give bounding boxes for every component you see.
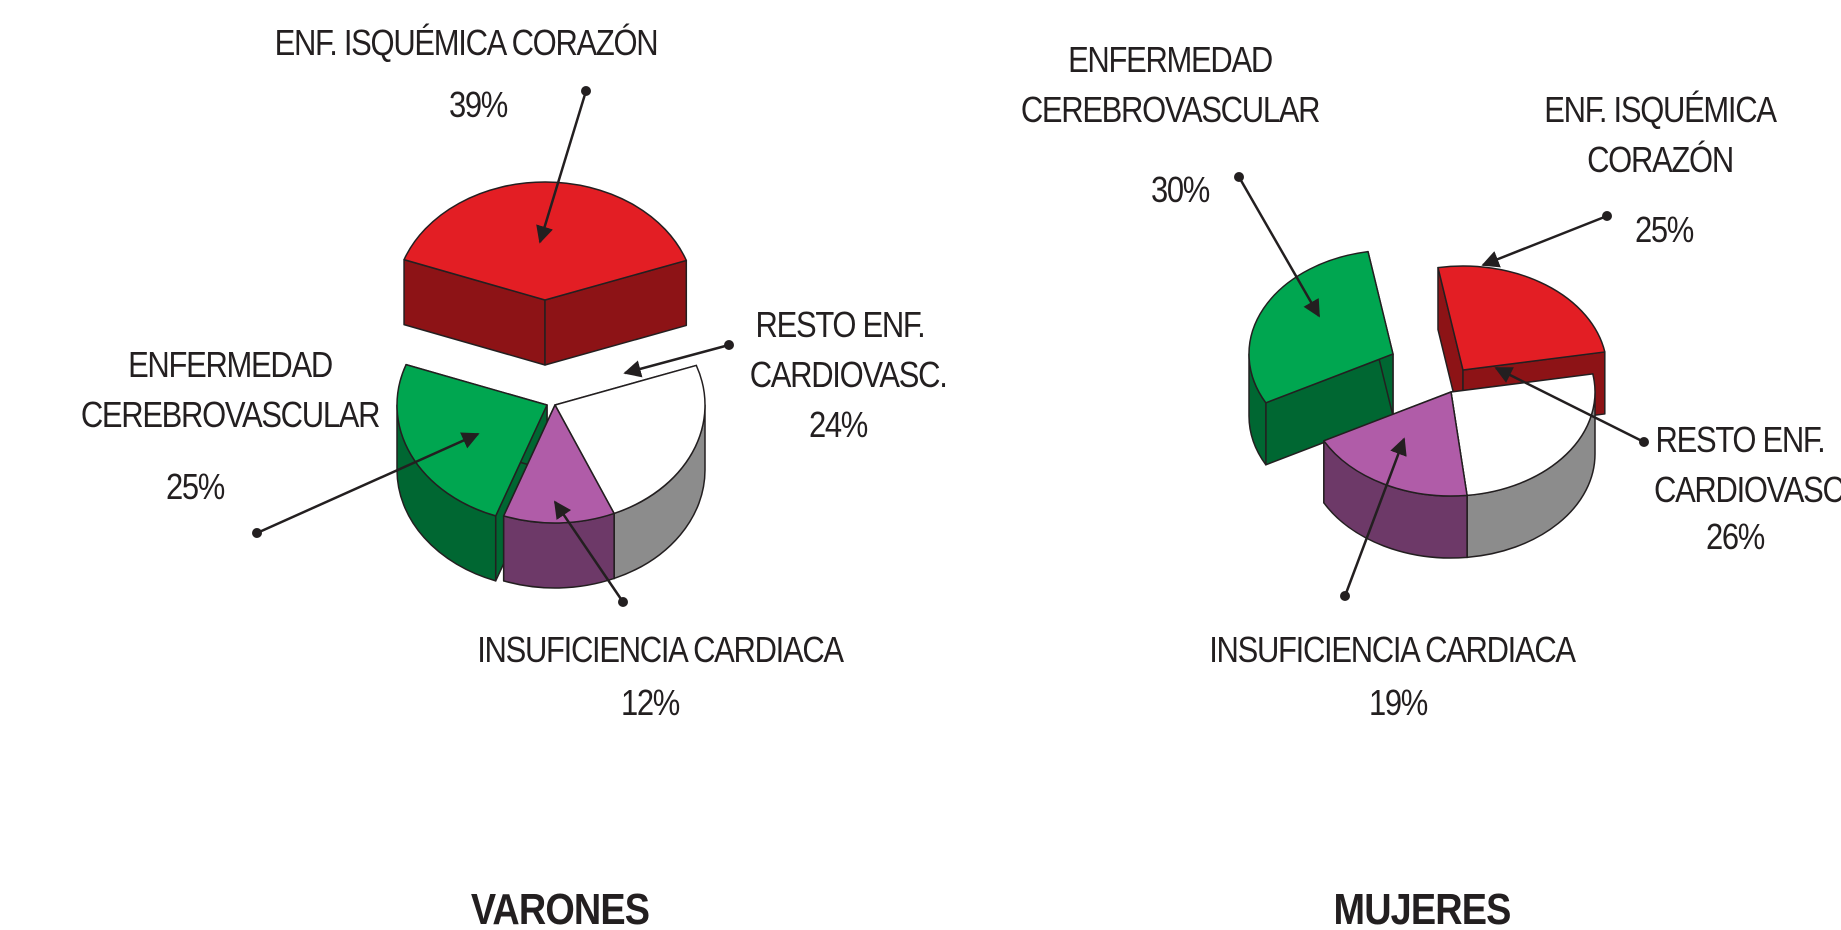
leader-dot [1602,211,1612,221]
slice-top [1437,265,1606,371]
leader-dot [1340,591,1350,601]
slice-label: INSUFICIENCIA CARDIACA [1209,629,1576,670]
leader-dot [1639,437,1649,447]
leader-line [1343,437,1407,597]
slice-value-label: 26% [1705,516,1765,557]
slice-value-label: 24% [808,404,868,445]
pie-slice [1450,373,1596,559]
leader-line [1481,214,1608,268]
slice-top [1450,373,1596,497]
leader-line [1494,366,1645,444]
leader-dot [581,86,591,96]
slice-top [502,404,615,524]
leader-dot [618,597,628,607]
slice-value-label: 25% [1634,209,1694,250]
leader-dot [1234,172,1244,182]
leader-line [623,343,730,378]
pie-slice [502,404,615,589]
leader-dot [252,528,262,538]
leader-line [1237,176,1321,318]
leader-dot [724,340,734,350]
slice-value-label: 25% [165,466,225,507]
slice-value-label: 39% [448,84,508,125]
slice-label: RESTO ENF. CARDIOVASC. [749,304,948,395]
slice-label: INSUFICIENCIA CARDIACA [477,629,844,670]
slice-value-label: 12% [620,682,680,723]
slice-value-label: 30% [1150,169,1210,210]
leader-line [256,432,480,535]
chart-title: VARONES [470,885,650,930]
slice-top [1248,250,1394,404]
pie-slice [403,181,688,366]
slice-label: ENF. ISQUÉMICA CORAZÓN [274,22,659,63]
slice-label: RESTO ENF. CARDIOVASC. [1654,419,1841,510]
pie-slice [1248,250,1394,466]
leader-line [536,90,588,244]
slice-label: ENFERMEDAD CEREBROVASCULAR [1020,39,1321,130]
slice-side [502,512,615,589]
slice-value-label: 19% [1368,682,1428,723]
slice-top [554,364,706,515]
leader-line [553,500,625,603]
chart-title: MUJERES [1333,885,1512,930]
slice-label: ENFERMEDAD CEREBROVASCULAR [80,344,381,435]
slice-label: ENF. ISQUÉMICA CORAZÓN [1544,89,1777,180]
